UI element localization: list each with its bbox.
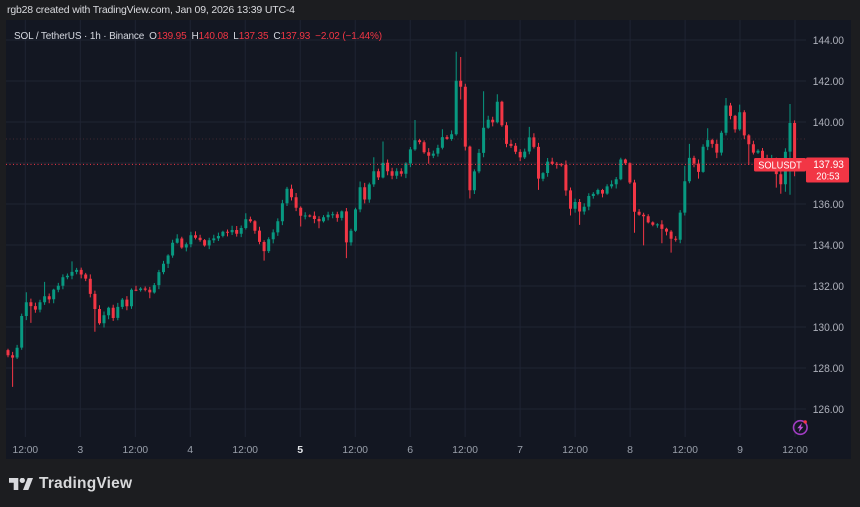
svg-text:142.00: 142.00 <box>813 76 844 88</box>
svg-text:5: 5 <box>297 444 303 456</box>
svg-text:144.00: 144.00 <box>813 35 844 47</box>
svg-text:3: 3 <box>77 444 83 456</box>
svg-text:128.00: 128.00 <box>813 363 844 375</box>
svg-text:9: 9 <box>737 444 743 456</box>
svg-text:12:00: 12:00 <box>782 444 808 456</box>
svg-text:12:00: 12:00 <box>232 444 258 456</box>
svg-text:12:00: 12:00 <box>123 444 149 456</box>
svg-text:SOLUSDT: SOLUSDT <box>758 160 802 171</box>
svg-text:12:00: 12:00 <box>13 444 39 456</box>
svg-text:20:53: 20:53 <box>816 170 839 182</box>
svg-text:4: 4 <box>187 444 193 456</box>
svg-text:126.00: 126.00 <box>813 404 844 416</box>
svg-text:130.00: 130.00 <box>813 322 844 334</box>
svg-text:136.00: 136.00 <box>813 199 844 211</box>
svg-text:12:00: 12:00 <box>562 444 588 456</box>
svg-text:7: 7 <box>517 444 523 456</box>
svg-text:12:00: 12:00 <box>452 444 478 456</box>
svg-text:12:00: 12:00 <box>342 444 368 456</box>
svg-text:8: 8 <box>627 444 633 456</box>
svg-text:137.93: 137.93 <box>813 159 844 171</box>
svg-text:132.00: 132.00 <box>813 281 844 293</box>
svg-text:12:00: 12:00 <box>672 444 698 456</box>
svg-text:6: 6 <box>407 444 413 456</box>
svg-text:140.00: 140.00 <box>813 117 844 129</box>
svg-text:134.00: 134.00 <box>813 240 844 252</box>
